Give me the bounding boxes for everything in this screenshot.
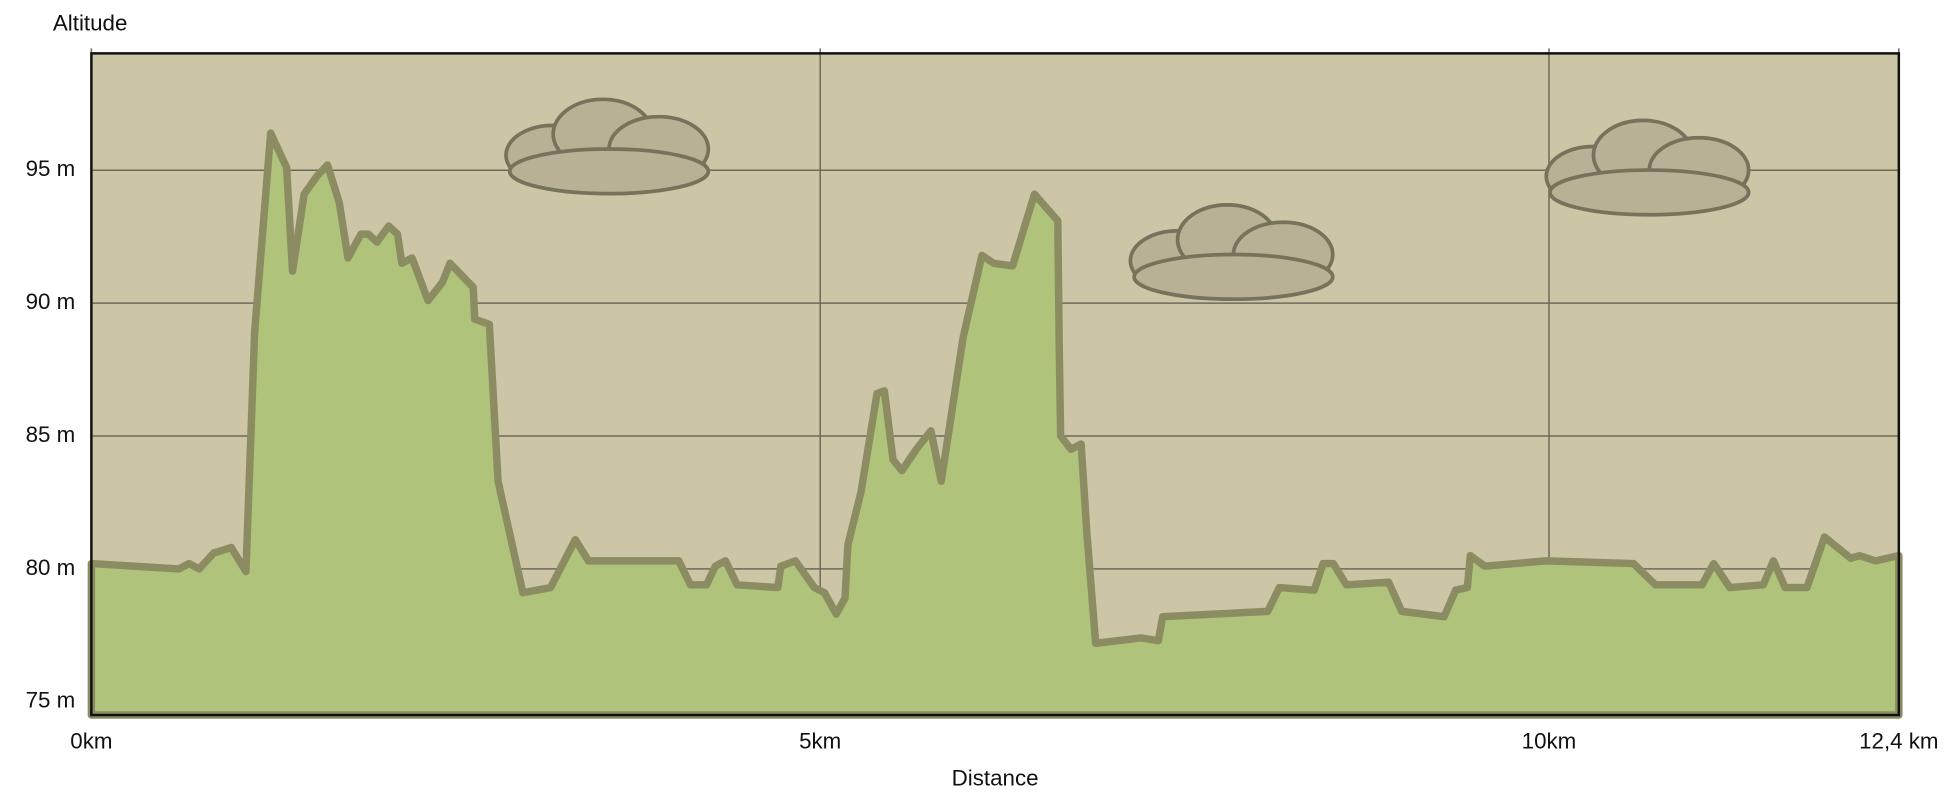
y-tick-label: 85 m xyxy=(26,422,76,447)
x-tick-label: 12,4 km xyxy=(1859,728,1938,753)
x-axis-label: Distance xyxy=(952,765,1039,790)
x-tick-label: 0km xyxy=(70,728,112,753)
y-tick-label: 75 m xyxy=(26,688,76,713)
y-tick-label: 90 m xyxy=(26,289,76,314)
y-tick-label: 80 m xyxy=(26,555,76,580)
x-tick-label: 5km xyxy=(799,728,841,753)
y-tick-label: 95 m xyxy=(26,156,76,181)
y-axis-label: Altitude xyxy=(53,11,127,36)
page: {"chart_data": {"type": "area", "y_label… xyxy=(0,0,1948,792)
chart: Altitude Distance 75 m 80 m 85 m 90 m 95 m 0k… xyxy=(0,0,1948,792)
x-tick-label: 10km xyxy=(1522,728,1577,753)
